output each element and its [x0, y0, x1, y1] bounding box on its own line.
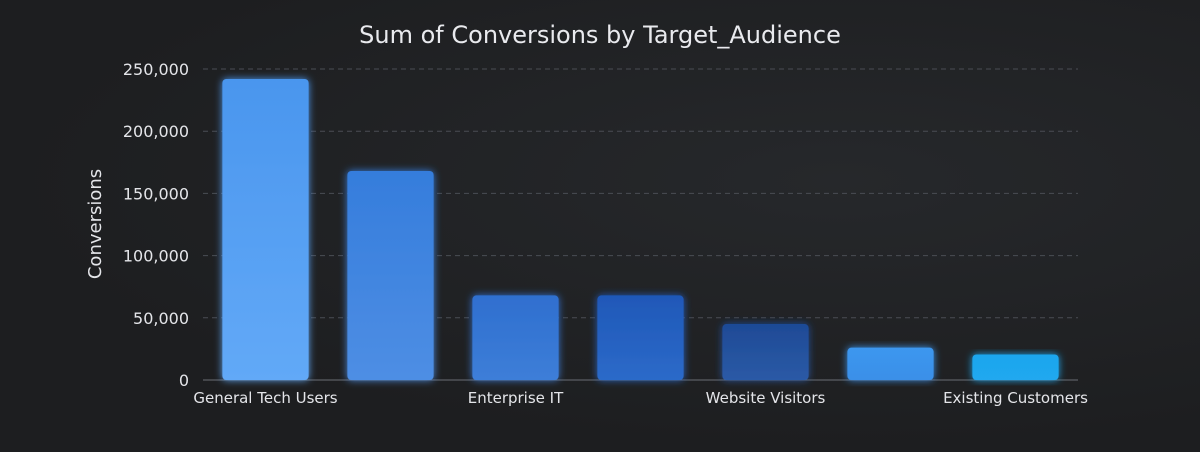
y-tick-label: 250,000: [123, 60, 189, 79]
bar[interactable]: [972, 354, 1059, 380]
y-tick-label: 0: [179, 371, 189, 390]
bar[interactable]: [347, 171, 434, 380]
bar[interactable]: [597, 295, 684, 380]
bar[interactable]: [222, 78, 309, 381]
x-tick-label: Enterprise IT: [468, 389, 564, 407]
y-tick-label: 200,000: [123, 122, 189, 141]
y-tick-label: 50,000: [133, 309, 189, 328]
bar[interactable]: [847, 347, 934, 380]
x-tick-label: Existing Customers: [943, 389, 1088, 407]
y-tick-label: 100,000: [123, 247, 189, 266]
bar[interactable]: [722, 324, 809, 380]
x-tick-label: General Tech Users: [193, 389, 337, 407]
x-axis-ticks: General Tech Users Enterprise IT Website V…: [193, 389, 1088, 407]
x-tick-label: Website Visitors: [706, 389, 826, 407]
y-tick-label: 150,000: [123, 184, 189, 203]
bars: [222, 78, 1059, 381]
chart-title: Sum of Conversions by Target_Audience: [359, 21, 841, 49]
y-axis-label: Conversions: [85, 169, 106, 279]
y-axis-ticks: 0 50,000 100,000 150,000 200,000 250,000: [123, 60, 189, 390]
bar[interactable]: [472, 295, 559, 380]
